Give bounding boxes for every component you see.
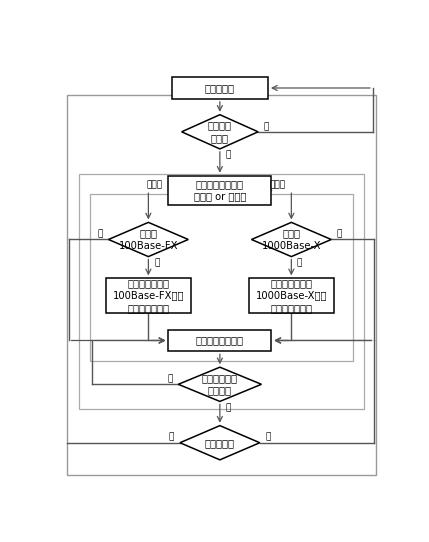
Polygon shape <box>251 222 331 256</box>
Text: 是否为
100Base-FX: 是否为 100Base-FX <box>119 228 178 251</box>
Text: 光口拨码是否
有变化？: 光口拨码是否 有变化？ <box>202 373 238 396</box>
Text: 配置编码方式为
1000Base-X，并
打开带内自协商: 配置编码方式为 1000Base-X，并 打开带内自协商 <box>256 278 327 313</box>
Text: 否: 否 <box>226 403 231 412</box>
FancyBboxPatch shape <box>172 77 268 99</box>
Polygon shape <box>181 115 258 149</box>
FancyBboxPatch shape <box>106 278 191 313</box>
Text: 等待初始
化完成: 等待初始 化完成 <box>208 121 232 143</box>
Text: 否: 否 <box>297 259 302 267</box>
FancyBboxPatch shape <box>168 176 272 205</box>
Polygon shape <box>109 222 188 256</box>
Text: 系统初始化: 系统初始化 <box>205 83 235 93</box>
Text: 配置编码方式为
100Base-FX，并
打开带内自协商: 配置编码方式为 100Base-FX，并 打开带内自协商 <box>113 278 184 313</box>
Text: 百兆光: 百兆光 <box>147 180 163 189</box>
Text: 千兆光: 千兆光 <box>269 180 285 189</box>
Polygon shape <box>180 425 260 460</box>
Polygon shape <box>178 367 261 402</box>
Text: 是: 是 <box>266 433 271 442</box>
FancyBboxPatch shape <box>168 330 272 351</box>
Text: 是: 是 <box>226 151 231 160</box>
Text: 是否正常？: 是否正常？ <box>205 438 235 448</box>
Text: 是: 是 <box>97 230 103 238</box>
Text: 是: 是 <box>167 375 173 383</box>
Text: 监控系统工作状态: 监控系统工作状态 <box>196 335 244 345</box>
Text: 是否为
1000Base-X: 是否为 1000Base-X <box>262 228 321 251</box>
Text: 检查拨码开关选择
百兆光 or 千兆光: 检查拨码开关选择 百兆光 or 千兆光 <box>193 179 246 202</box>
Text: 否: 否 <box>264 122 269 131</box>
Text: 是: 是 <box>337 230 342 238</box>
Text: 否: 否 <box>169 433 174 442</box>
Text: 否: 否 <box>154 259 160 267</box>
FancyBboxPatch shape <box>249 278 334 313</box>
